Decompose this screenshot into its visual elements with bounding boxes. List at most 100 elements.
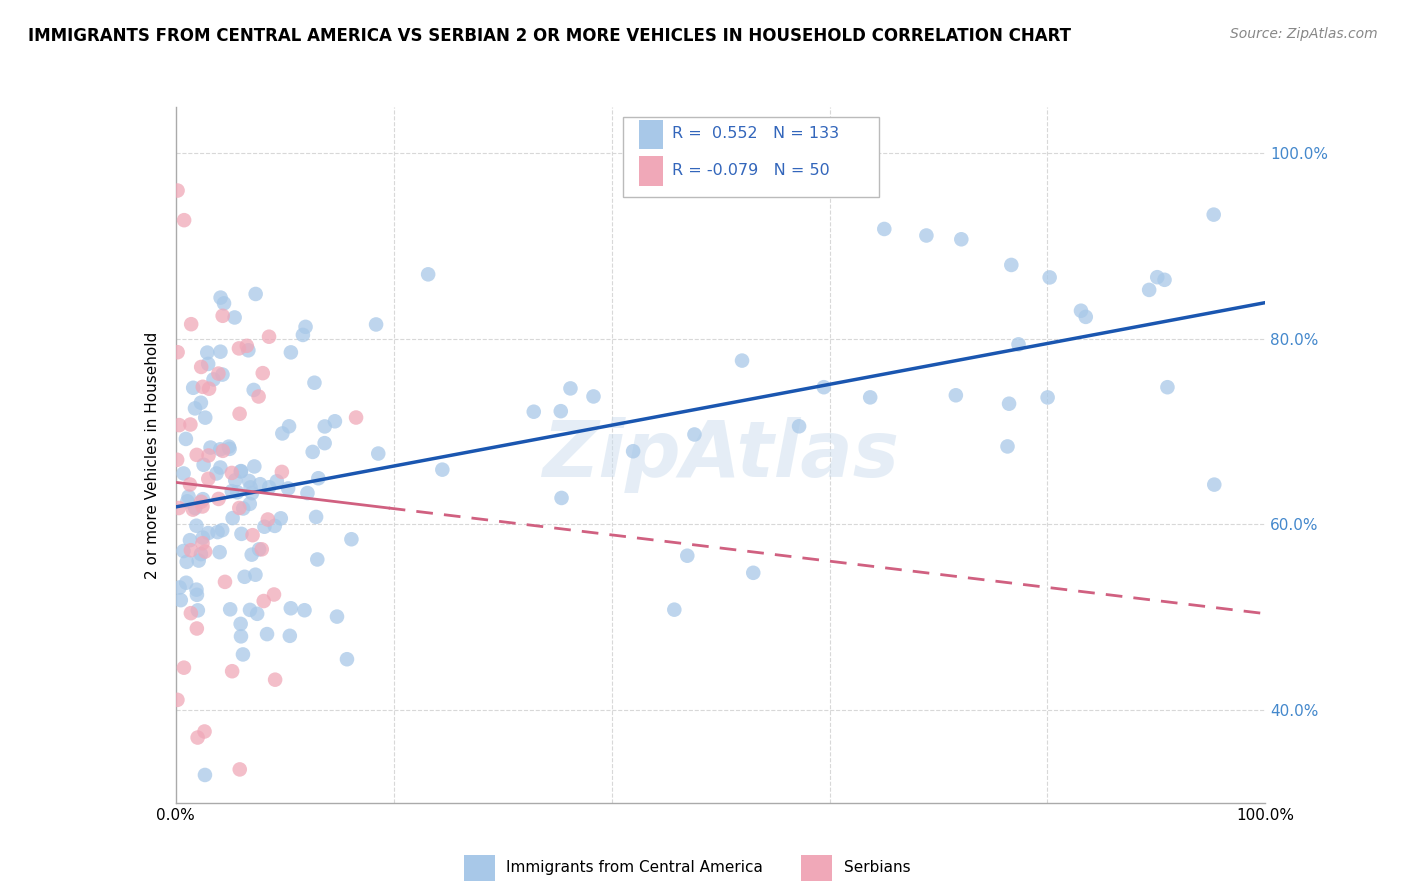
Point <box>194 544 217 558</box>
Point <box>239 603 262 617</box>
FancyBboxPatch shape <box>638 120 662 149</box>
Point <box>263 519 285 533</box>
Point <box>186 588 208 602</box>
Point <box>197 526 219 541</box>
Point <box>173 467 195 481</box>
Point <box>167 418 190 433</box>
Point <box>238 474 260 488</box>
Text: R = -0.079   N = 50: R = -0.079 N = 50 <box>672 163 830 178</box>
Point <box>1146 270 1168 285</box>
Point <box>1070 303 1092 318</box>
Point <box>364 318 387 332</box>
Point <box>950 232 973 246</box>
Point <box>787 419 810 434</box>
Point <box>676 549 699 563</box>
Point <box>191 500 214 514</box>
Point <box>280 601 302 615</box>
Point <box>245 287 267 301</box>
Point <box>239 497 262 511</box>
Point <box>294 603 316 617</box>
Point <box>176 494 198 508</box>
Point <box>270 465 292 479</box>
Point <box>191 536 214 550</box>
Point <box>197 472 219 486</box>
Point <box>193 724 215 739</box>
Point <box>228 342 250 356</box>
Point <box>179 417 201 432</box>
Point <box>194 768 217 782</box>
Point <box>198 382 221 396</box>
Point <box>1137 283 1160 297</box>
Text: Serbians: Serbians <box>844 861 910 875</box>
Point <box>238 343 260 358</box>
Point <box>191 380 214 394</box>
Point <box>179 477 201 491</box>
Point <box>173 213 195 227</box>
Point <box>250 542 273 557</box>
Point <box>191 492 214 507</box>
Point <box>683 427 706 442</box>
Point <box>229 629 252 643</box>
Point <box>200 441 222 455</box>
Point <box>256 627 278 641</box>
Point <box>582 389 605 403</box>
Point <box>280 345 302 359</box>
Point <box>212 296 235 310</box>
Point <box>190 547 212 561</box>
Point <box>226 485 249 500</box>
Text: ZipAtlas: ZipAtlas <box>543 417 898 493</box>
Point <box>1153 273 1175 287</box>
Point <box>228 500 250 515</box>
Point <box>243 459 266 474</box>
Point <box>190 395 212 409</box>
Point <box>301 445 323 459</box>
Point <box>194 410 217 425</box>
Point <box>240 486 263 500</box>
Point <box>1039 270 1062 285</box>
Point <box>253 594 276 608</box>
Point <box>236 339 259 353</box>
Point <box>197 449 219 463</box>
Point <box>229 464 252 478</box>
Point <box>209 291 232 305</box>
Point <box>209 344 232 359</box>
Point <box>184 501 207 516</box>
Point <box>257 512 280 526</box>
Point <box>997 439 1019 453</box>
Point <box>224 473 246 487</box>
Point <box>314 436 336 450</box>
Point <box>859 390 882 404</box>
Text: IMMIGRANTS FROM CENTRAL AMERICA VS SERBIAN 2 OR MORE VEHICLES IN HOUSEHOLD CORRE: IMMIGRANTS FROM CENTRAL AMERICA VS SERBI… <box>28 27 1071 45</box>
Point <box>1000 258 1022 272</box>
Point <box>209 442 232 457</box>
Point <box>232 648 254 662</box>
Point <box>344 410 367 425</box>
Point <box>239 480 262 494</box>
Point <box>193 458 215 472</box>
Point <box>432 463 454 477</box>
Point <box>550 404 572 418</box>
Point <box>180 606 202 620</box>
Point <box>214 574 236 589</box>
Point <box>664 602 686 616</box>
Point <box>247 542 270 557</box>
Point <box>252 366 274 380</box>
Point <box>233 570 256 584</box>
Point <box>271 426 294 441</box>
Point <box>190 359 212 374</box>
Point <box>228 407 250 421</box>
Point <box>166 345 188 359</box>
Point <box>323 414 346 428</box>
Text: Immigrants from Central America: Immigrants from Central America <box>506 861 763 875</box>
Point <box>945 388 967 402</box>
Point <box>314 419 336 434</box>
Point <box>181 381 204 395</box>
Point <box>205 467 228 481</box>
Point <box>221 484 243 499</box>
Point <box>266 475 288 489</box>
Point <box>187 731 209 745</box>
Point <box>560 381 582 395</box>
Point <box>207 367 229 381</box>
Point <box>167 501 190 516</box>
Point <box>173 661 195 675</box>
